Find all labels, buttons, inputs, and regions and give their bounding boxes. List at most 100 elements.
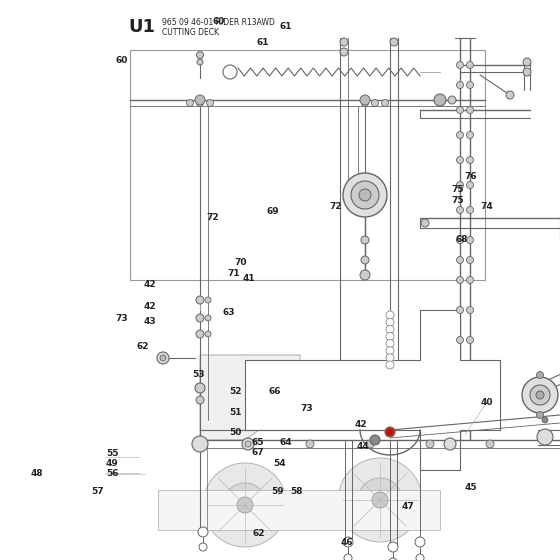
Circle shape xyxy=(362,100,368,106)
Circle shape xyxy=(381,100,389,106)
Circle shape xyxy=(386,318,394,326)
Circle shape xyxy=(366,440,374,448)
Text: 67: 67 xyxy=(251,448,264,457)
Text: 60: 60 xyxy=(212,17,225,26)
Circle shape xyxy=(386,325,394,333)
Circle shape xyxy=(536,391,544,399)
Text: 45: 45 xyxy=(464,483,477,492)
Circle shape xyxy=(416,554,424,560)
Circle shape xyxy=(205,315,211,321)
Circle shape xyxy=(344,554,352,560)
Text: 66: 66 xyxy=(268,388,281,396)
Circle shape xyxy=(340,48,348,56)
Circle shape xyxy=(456,132,464,138)
Circle shape xyxy=(343,537,353,547)
Circle shape xyxy=(160,355,166,361)
Text: 70: 70 xyxy=(235,258,247,267)
Text: 61: 61 xyxy=(257,38,269,46)
Circle shape xyxy=(386,339,394,348)
Circle shape xyxy=(542,417,548,423)
Text: 49: 49 xyxy=(106,459,118,468)
Circle shape xyxy=(195,95,205,105)
Circle shape xyxy=(466,337,474,343)
Text: 64: 64 xyxy=(279,438,292,447)
Circle shape xyxy=(530,385,550,405)
Circle shape xyxy=(358,478,402,522)
Circle shape xyxy=(361,236,369,244)
Circle shape xyxy=(456,156,464,164)
Text: 76: 76 xyxy=(464,172,477,181)
Circle shape xyxy=(456,106,464,114)
Text: 57: 57 xyxy=(92,487,104,496)
Circle shape xyxy=(466,207,474,213)
Text: 52: 52 xyxy=(229,388,241,396)
Circle shape xyxy=(207,100,213,106)
Text: 55: 55 xyxy=(106,449,118,458)
Text: CUTTING DECK: CUTTING DECK xyxy=(162,28,219,37)
Circle shape xyxy=(456,306,464,314)
Circle shape xyxy=(456,236,464,244)
Circle shape xyxy=(157,352,169,364)
Circle shape xyxy=(456,337,464,343)
Circle shape xyxy=(360,95,370,105)
Text: 51: 51 xyxy=(229,408,241,417)
Circle shape xyxy=(466,106,474,114)
Circle shape xyxy=(246,440,254,448)
Text: 54: 54 xyxy=(274,459,286,468)
Circle shape xyxy=(338,458,422,542)
Circle shape xyxy=(197,100,203,106)
Circle shape xyxy=(195,383,205,393)
Text: 73: 73 xyxy=(116,314,128,323)
Circle shape xyxy=(466,82,474,88)
Text: 46: 46 xyxy=(341,538,353,547)
Circle shape xyxy=(196,314,204,322)
Circle shape xyxy=(340,38,348,46)
Text: 43: 43 xyxy=(144,317,156,326)
Text: 63: 63 xyxy=(222,308,235,317)
Text: 53: 53 xyxy=(193,370,205,379)
Circle shape xyxy=(390,38,398,46)
Circle shape xyxy=(466,181,474,189)
Circle shape xyxy=(196,296,204,304)
Circle shape xyxy=(192,436,208,452)
Circle shape xyxy=(386,347,394,354)
Text: 69: 69 xyxy=(267,207,279,216)
Text: 50: 50 xyxy=(229,428,241,437)
Circle shape xyxy=(536,412,544,418)
Circle shape xyxy=(386,354,394,362)
Circle shape xyxy=(434,94,446,106)
Circle shape xyxy=(245,441,251,447)
Circle shape xyxy=(456,256,464,264)
Bar xyxy=(158,490,440,530)
Polygon shape xyxy=(245,310,500,470)
Circle shape xyxy=(386,311,394,319)
Text: 74: 74 xyxy=(481,202,493,211)
Circle shape xyxy=(361,256,369,264)
Circle shape xyxy=(456,277,464,283)
Circle shape xyxy=(198,527,208,537)
Circle shape xyxy=(426,440,434,448)
Circle shape xyxy=(466,62,474,68)
Circle shape xyxy=(237,497,253,513)
Text: 58: 58 xyxy=(291,487,303,496)
Circle shape xyxy=(386,361,394,369)
Text: 42: 42 xyxy=(144,302,156,311)
Circle shape xyxy=(466,236,474,244)
Text: 61: 61 xyxy=(279,22,292,31)
Circle shape xyxy=(371,100,379,106)
Circle shape xyxy=(537,429,553,445)
Circle shape xyxy=(343,173,387,217)
Circle shape xyxy=(456,181,464,189)
Text: U1: U1 xyxy=(128,18,155,36)
Circle shape xyxy=(466,132,474,138)
Circle shape xyxy=(522,377,558,413)
Circle shape xyxy=(536,371,544,379)
Circle shape xyxy=(385,427,395,437)
Circle shape xyxy=(223,483,267,527)
Text: 47: 47 xyxy=(402,502,414,511)
Circle shape xyxy=(223,65,237,79)
Circle shape xyxy=(389,558,397,560)
Text: 72: 72 xyxy=(330,202,342,211)
Text: 44: 44 xyxy=(357,442,369,451)
Circle shape xyxy=(466,306,474,314)
